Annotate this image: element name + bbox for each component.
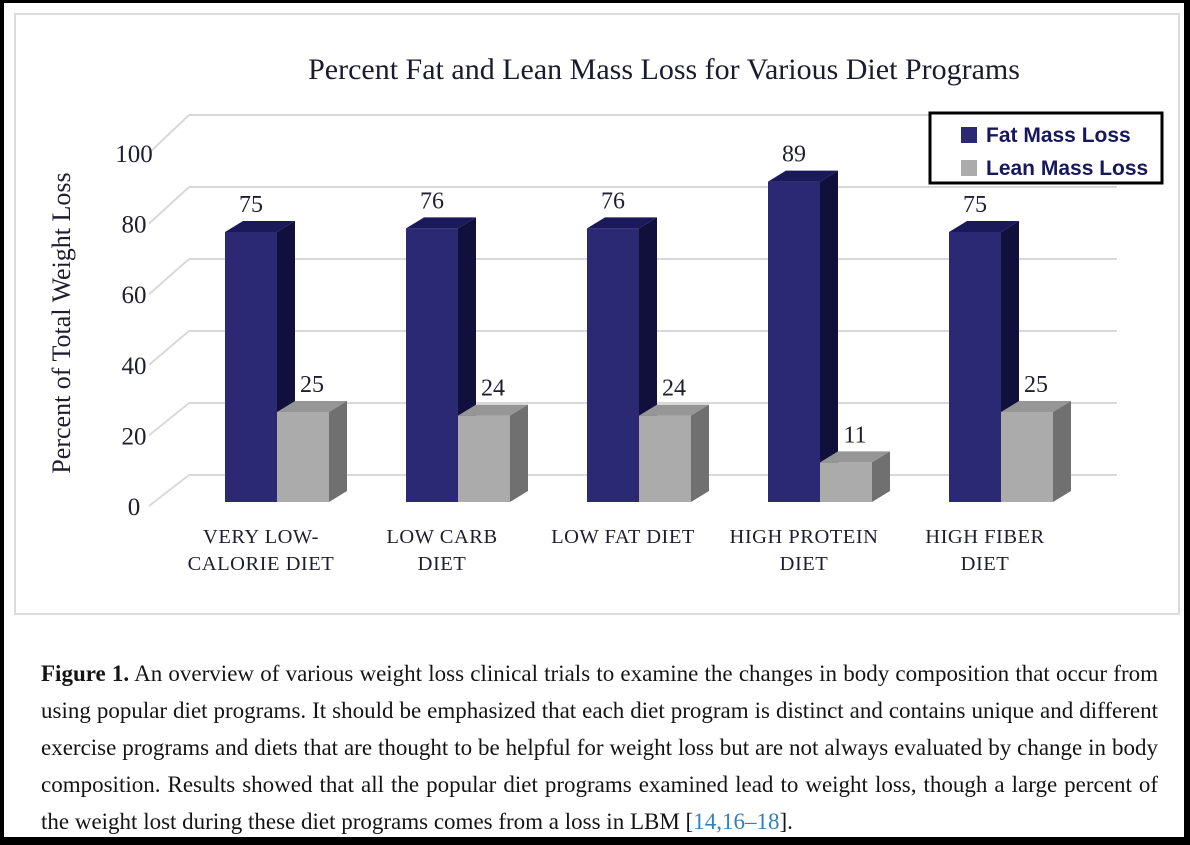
bar-side [820,170,838,502]
category-label: DIET [961,553,1010,575]
value-label: 89 [782,142,806,168]
bar-top [587,217,657,229]
bar-top [458,404,528,416]
bar-front [225,232,277,502]
y-axis-tick-label: 40 [122,353,147,380]
citation-link[interactable]: 14,16–18 [693,809,780,834]
bar-side [872,451,890,502]
category-label: LOW CARB [386,526,497,548]
category-label: LOW FAT DIET [551,526,695,548]
value-label: 75 [963,192,987,218]
bar-front [458,415,510,502]
value-label: 25 [300,372,324,398]
legend-swatch [961,160,977,176]
bar-top [277,401,347,412]
value-label: 75 [239,192,263,218]
grid-depth-line [148,258,190,295]
bar-front [949,232,1001,502]
category-label: HIGH PROTEIN [730,526,879,548]
bar-top [949,221,1019,232]
y-axis-tick-label: 100 [115,141,153,168]
bar-front [277,412,329,502]
bar-top [406,217,476,229]
diet-chart: 0 20 40 60 80 100 75 25 VERY LOW- CALORIE DIET 76 2… [47,53,1164,575]
category-label: HIGH FIBER [925,526,1044,548]
figure-caption: Figure 1. An overview of various weight … [41,655,1158,840]
value-label: 24 [481,376,505,402]
bar-side [510,404,528,502]
y-axis-tick-label: 60 [122,282,147,309]
bar-front [406,228,458,502]
legend-label: Fat Mass Loss [986,124,1131,147]
citation-bracket-close: ]. [779,809,793,834]
value-label: 25 [1024,372,1048,398]
category-label: DIET [418,553,467,575]
grid-depth-line [148,114,190,154]
value-label: 11 [843,422,866,448]
legend-swatch [961,127,977,143]
citation-bracket-open: [ [679,809,694,834]
grid-depth-line [148,330,190,366]
category-label: DIET [780,553,829,575]
value-label: 76 [420,188,444,214]
bar-front [820,462,872,502]
category-label: VERY LOW- [203,526,319,548]
chart-title: Percent Fat and Lean Mass Loss for Vario… [308,53,1020,86]
value-label: 76 [601,188,625,214]
y-axis-tick-label: 80 [122,212,147,239]
bar-side [329,401,347,502]
category-label: CALORIE DIET [188,553,335,575]
bar-side [691,404,709,502]
bar-front [768,181,820,502]
bar-side [1053,401,1071,502]
bar-top [820,451,890,463]
bar-front [639,415,691,502]
legend-label: Lean Mass Loss [986,157,1148,180]
y-axis-tick-label: 0 [128,494,141,521]
bar-front [587,228,639,502]
value-label: 24 [662,376,686,402]
bar-top [768,170,838,182]
grid-depth-line [148,474,190,507]
bar-top [1001,401,1071,412]
grid-depth-line [148,402,190,437]
bar-front [1001,412,1053,502]
bar-top [639,404,709,416]
bar-top [225,221,295,232]
caption-text: An overview of various weight loss clini… [41,661,1158,834]
caption-label: Figure 1. [41,661,130,686]
y-axis-title: Percent of Total Weight Loss [47,172,76,473]
grid-depth-line [148,186,190,225]
y-axis-tick-label: 20 [122,423,147,450]
